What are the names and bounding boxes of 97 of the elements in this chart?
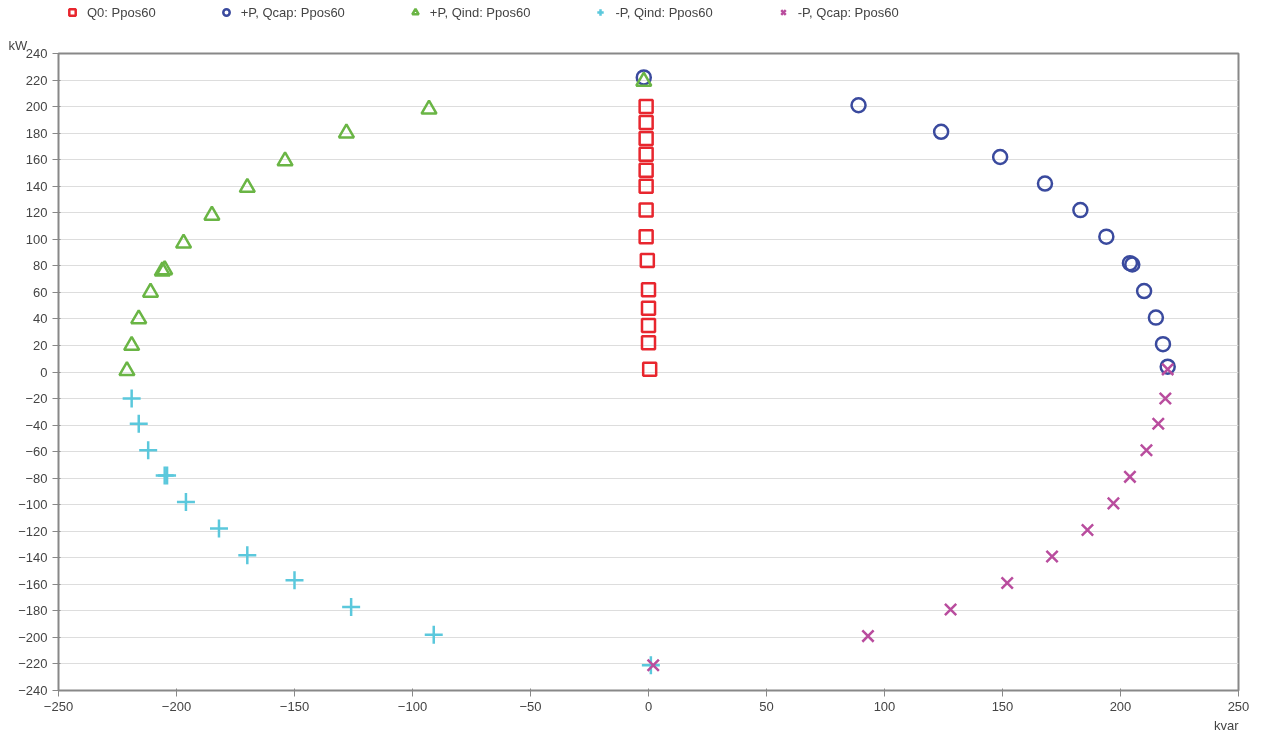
x-axis-title: kvar [1213, 717, 1240, 733]
x-tick-label: −200 [161, 698, 192, 714]
point [641, 361, 658, 378]
point [646, 658, 661, 673]
legend-label: +P, Qcap: Ppos60 [240, 4, 345, 20]
y-tick-label: 180 [25, 125, 48, 141]
x-tick-label: 100 [873, 698, 896, 714]
y-tick-label: 40 [33, 311, 48, 327]
point [129, 309, 148, 325]
x-tick-label: 150 [991, 698, 1014, 714]
point [121, 388, 142, 409]
x-tick-label: 0 [644, 698, 653, 714]
point [1080, 523, 1095, 537]
point [638, 178, 654, 194]
point [639, 252, 656, 269]
y-tick-label: −120 [18, 523, 48, 539]
y-tick-label: −80 [25, 470, 48, 486]
point [638, 130, 654, 147]
point [1123, 469, 1137, 484]
y-tick-label: 60 [33, 284, 48, 300]
point [122, 335, 141, 352]
y-tick-label: 240 [25, 46, 48, 61]
y-tick-label: −100 [18, 497, 48, 513]
point [861, 629, 875, 643]
x-tick-label: 50 [759, 698, 774, 714]
point [137, 440, 159, 461]
y-tick-label: −180 [18, 603, 48, 619]
point [640, 281, 657, 298]
y-tick-label: −240 [18, 683, 48, 698]
y-tick-label: −200 [18, 629, 48, 645]
point [203, 205, 221, 221]
point [638, 162, 654, 179]
y-tick-label: 220 [25, 72, 48, 88]
point [943, 602, 958, 617]
point [337, 123, 356, 139]
point [1154, 335, 1172, 353]
y-tick-label: 20 [33, 337, 48, 353]
y-axis-title: kW [8, 37, 28, 53]
point [638, 114, 654, 131]
point [1106, 496, 1121, 511]
point [638, 202, 654, 218]
point [640, 335, 657, 351]
point [175, 491, 197, 513]
point [423, 624, 444, 646]
x-tick-label: −150 [279, 698, 310, 714]
point [1072, 201, 1089, 219]
point [1098, 228, 1115, 245]
legend-label: -P, Qind: Ppos60 [615, 4, 713, 20]
legend-label: -P, Qcap: Ppos60 [797, 4, 899, 20]
y-tick-label: 100 [25, 231, 48, 247]
point [991, 148, 1009, 166]
point [174, 233, 193, 249]
point [640, 317, 657, 334]
legend-label: +P, Qind: Ppos60 [429, 4, 531, 20]
point [118, 360, 136, 377]
point [1045, 549, 1059, 564]
x-tick-label: 250 [1227, 698, 1250, 714]
y-tick-label: 140 [25, 178, 48, 194]
point [640, 300, 657, 317]
point [1036, 175, 1054, 192]
y-tick-label: 160 [25, 152, 48, 168]
point [208, 518, 230, 539]
y-tick-label: −20 [25, 391, 48, 407]
y-tick-label: 80 [33, 258, 48, 274]
point [340, 596, 362, 618]
point [141, 282, 160, 298]
y-tick-label: −220 [18, 656, 48, 672]
point [1147, 309, 1165, 326]
point [1135, 282, 1153, 300]
point [1000, 576, 1015, 590]
x-tick-label: −50 [519, 698, 542, 714]
point [276, 151, 294, 167]
point [638, 228, 654, 245]
y-tick-label: 120 [25, 205, 48, 221]
x-tick-label: −100 [397, 698, 428, 714]
x-tick-label: −250 [43, 698, 74, 714]
point [238, 177, 257, 194]
point [420, 99, 438, 115]
point [237, 544, 258, 566]
y-tick-label: −40 [25, 417, 48, 433]
point [932, 123, 950, 141]
point [638, 98, 654, 115]
legend-label: Q0: Ppos60 [87, 4, 156, 20]
point [284, 570, 305, 591]
point [1160, 362, 1175, 377]
y-tick-label: −60 [25, 444, 48, 460]
y-tick-label: −160 [18, 576, 48, 592]
y-tick-label: 0 [40, 364, 48, 380]
point [1139, 443, 1154, 458]
point [128, 413, 149, 435]
point [638, 146, 654, 163]
point [850, 97, 867, 114]
x-tick-label: 200 [1109, 698, 1132, 714]
point [1151, 416, 1166, 431]
y-tick-label: 200 [25, 99, 48, 115]
y-tick-label: −140 [18, 550, 48, 566]
point [1158, 391, 1173, 406]
